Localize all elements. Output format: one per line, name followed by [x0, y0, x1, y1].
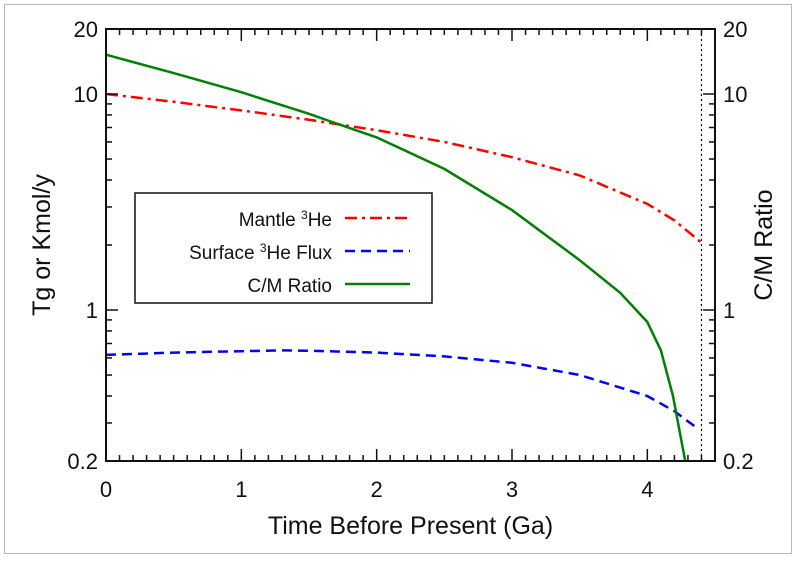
x-tick-label: 3	[506, 477, 518, 502]
x-tick-label: 1	[235, 477, 247, 502]
x-tick-label: 0	[100, 477, 112, 502]
legend-item: C/M Ratio	[248, 276, 410, 297]
y-axis-label: Tg or Kmol/y	[28, 174, 56, 316]
series-line-1	[105, 349, 700, 431]
y-tick-label: 20	[74, 17, 98, 42]
x-tick-label: 2	[371, 477, 383, 502]
legend-label: Mantle 3He	[239, 208, 332, 231]
legend: Mantle 3He Surface 3He Flux C/M Ratio	[134, 192, 433, 304]
y-tick-label-right: 10	[723, 82, 747, 107]
legend-label: Surface 3He Flux	[189, 241, 332, 264]
legend-item: Mantle 3He	[239, 208, 410, 231]
y-tick-label-right: 0.2	[723, 449, 754, 474]
legend-label: C/M Ratio	[248, 276, 332, 297]
y-tick-label: 0.2	[67, 449, 98, 474]
x-axis-label: Time Before Present (Ga)	[268, 512, 553, 540]
legend-item: Surface 3He Flux	[189, 241, 410, 264]
y-tick-label-right: 20	[723, 17, 747, 42]
y-tick-label: 10	[74, 82, 98, 107]
y-tick-label-right: 1	[723, 298, 735, 323]
y-tick-label: 1	[86, 298, 98, 323]
y-axis-label-right: C/M Ratio	[750, 189, 778, 300]
figure-border	[4, 4, 792, 554]
x-tick-label: 4	[641, 477, 653, 502]
series-line-2	[105, 53, 687, 462]
